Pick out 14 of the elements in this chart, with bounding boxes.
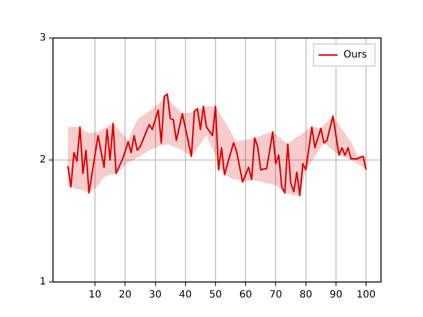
x-tick-label: 20 (118, 290, 132, 301)
x-tick-label: 60 (239, 290, 252, 301)
y-tick-label: 3 (40, 32, 46, 44)
x-tick-label: 30 (148, 290, 162, 301)
x-tick-label: 70 (269, 290, 282, 301)
legend-label: Ours (343, 50, 367, 61)
x-tick-label: 50 (209, 290, 222, 301)
x-tick-label: 10 (88, 290, 102, 301)
x-tick-label: 80 (299, 290, 312, 301)
y-tick-label: 2 (40, 154, 46, 166)
x-tick-label: 40 (179, 290, 192, 301)
x-tick-label: 100 (356, 290, 376, 301)
y-tick-label: 1 (40, 276, 46, 288)
x-tick-label: 90 (330, 290, 342, 301)
